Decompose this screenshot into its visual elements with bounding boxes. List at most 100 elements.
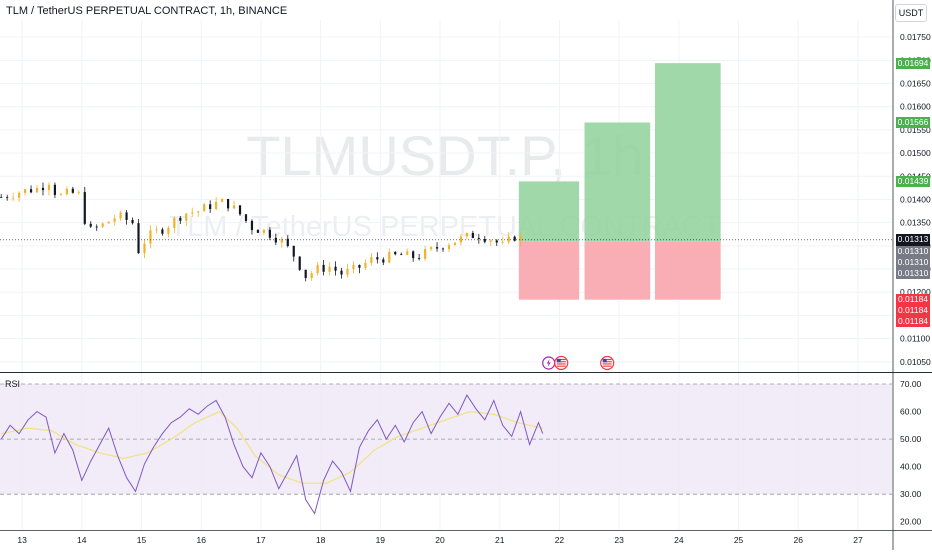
candle[interactable] xyxy=(406,251,409,255)
candle[interactable] xyxy=(358,264,361,268)
candle[interactable] xyxy=(161,229,164,234)
candle[interactable] xyxy=(435,247,439,249)
candle[interactable] xyxy=(250,220,254,231)
candle[interactable] xyxy=(441,248,445,250)
candle[interactable] xyxy=(197,211,200,213)
candle[interactable] xyxy=(334,266,337,271)
candle[interactable] xyxy=(29,189,33,193)
candle[interactable] xyxy=(238,205,242,215)
candle[interactable] xyxy=(221,199,224,202)
rsi-pane[interactable] xyxy=(0,373,892,530)
candle[interactable] xyxy=(346,268,349,275)
candle[interactable] xyxy=(232,205,236,209)
candle[interactable] xyxy=(35,187,39,193)
candle[interactable] xyxy=(101,223,104,227)
candle[interactable] xyxy=(113,218,116,222)
candle[interactable] xyxy=(12,197,15,199)
candle[interactable] xyxy=(95,226,98,228)
candle[interactable] xyxy=(298,256,301,270)
candle[interactable] xyxy=(280,238,283,243)
candle[interactable] xyxy=(453,242,457,246)
profit-zone-1[interactable] xyxy=(518,181,580,242)
us-flag-icon[interactable] xyxy=(554,355,569,371)
profit-zone-2[interactable] xyxy=(584,122,651,242)
candle[interactable] xyxy=(65,188,68,195)
candle[interactable] xyxy=(274,237,277,243)
candle[interactable] xyxy=(364,262,367,268)
candle[interactable] xyxy=(143,243,146,254)
candle[interactable] xyxy=(519,235,522,241)
candle[interactable] xyxy=(286,238,289,246)
main-pane[interactable] xyxy=(0,20,892,372)
rsi-line[interactable] xyxy=(0,393,544,515)
candle[interactable] xyxy=(107,221,110,224)
candle[interactable] xyxy=(447,245,451,250)
candle[interactable] xyxy=(167,227,170,234)
candle[interactable] xyxy=(179,217,182,221)
candle[interactable] xyxy=(394,251,397,255)
candle[interactable] xyxy=(137,223,140,254)
candle[interactable] xyxy=(191,212,194,214)
candle[interactable] xyxy=(89,223,92,227)
candle[interactable] xyxy=(465,232,468,237)
candle[interactable] xyxy=(0,197,3,198)
candle[interactable] xyxy=(388,251,391,263)
us-flag-icon[interactable] xyxy=(600,355,615,371)
candle[interactable] xyxy=(340,270,343,275)
candle[interactable] xyxy=(471,232,474,239)
candle[interactable] xyxy=(226,199,230,209)
candle[interactable] xyxy=(424,249,427,259)
candle[interactable] xyxy=(400,254,403,256)
candle[interactable] xyxy=(322,264,325,272)
candle[interactable] xyxy=(41,187,45,191)
candle[interactable] xyxy=(304,269,307,278)
candle[interactable] xyxy=(18,192,21,198)
loss-zone-3[interactable] xyxy=(654,241,721,300)
candle[interactable] xyxy=(131,219,134,224)
candle[interactable] xyxy=(125,212,128,220)
candle[interactable] xyxy=(513,236,516,241)
candle[interactable] xyxy=(268,229,271,238)
candle[interactable] xyxy=(262,229,265,233)
candle[interactable] xyxy=(382,259,385,263)
loss-zone-1[interactable] xyxy=(518,241,580,300)
candle[interactable] xyxy=(292,245,295,257)
candle[interactable] xyxy=(6,197,9,199)
candle[interactable] xyxy=(173,217,176,228)
candle[interactable] xyxy=(418,258,421,259)
currency-selector[interactable]: USDT xyxy=(895,4,927,22)
candle[interactable] xyxy=(489,240,492,242)
candle[interactable] xyxy=(376,257,379,260)
candle[interactable] xyxy=(119,212,122,219)
profit-zone-3[interactable] xyxy=(654,63,721,242)
candle[interactable] xyxy=(501,241,504,243)
candle[interactable] xyxy=(53,184,57,195)
candle[interactable] xyxy=(149,230,152,244)
candle[interactable] xyxy=(83,192,86,224)
candle[interactable] xyxy=(23,189,27,193)
candle[interactable] xyxy=(352,264,355,269)
candle[interactable] xyxy=(203,204,206,212)
candle[interactable] xyxy=(59,194,62,196)
candle[interactable] xyxy=(429,247,433,250)
candle[interactable] xyxy=(412,251,415,259)
candle[interactable] xyxy=(316,264,319,274)
candle[interactable] xyxy=(477,238,480,239)
candle[interactable] xyxy=(155,229,158,231)
candle[interactable] xyxy=(310,273,313,278)
candle[interactable] xyxy=(215,201,218,210)
candle[interactable] xyxy=(77,192,80,193)
candle[interactable] xyxy=(244,214,248,221)
candle[interactable] xyxy=(495,240,498,243)
candle[interactable] xyxy=(459,236,463,243)
candle[interactable] xyxy=(71,188,74,193)
candle[interactable] xyxy=(185,213,188,221)
candle[interactable] xyxy=(328,266,331,272)
candle[interactable] xyxy=(209,204,212,210)
candle[interactable] xyxy=(370,257,373,263)
candle[interactable] xyxy=(47,184,51,191)
loss-zone-2[interactable] xyxy=(584,241,651,300)
candle[interactable] xyxy=(483,238,486,242)
